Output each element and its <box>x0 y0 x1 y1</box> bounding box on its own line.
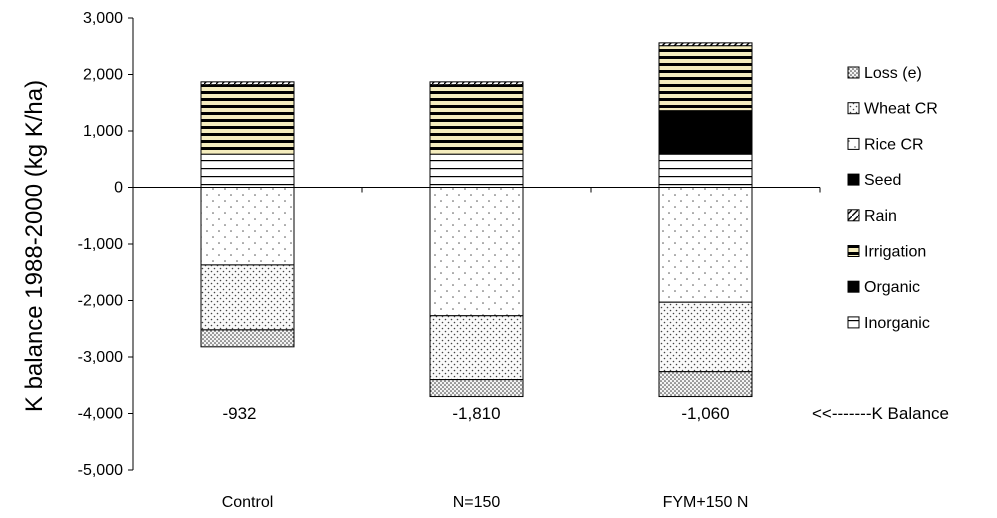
balance-labels: -932 -1,810 -1,060 <box>222 404 729 423</box>
bar-segment <box>429 315 524 381</box>
category-labels: Control N=150 FYM+150 N <box>222 494 749 511</box>
y-tick-label: -4,000 <box>78 406 123 423</box>
bar-segment <box>200 81 295 86</box>
y-axis-label: K balance 1988-2000 (kg K/ha) <box>21 80 48 412</box>
category-label: Control <box>222 494 274 511</box>
bar-segment <box>429 379 524 398</box>
bar-segment <box>429 187 524 317</box>
legend-swatch <box>847 280 860 293</box>
y-tick-label: 1,000 <box>83 123 123 140</box>
legend-label: Inorganic <box>864 315 930 332</box>
bar-segment <box>429 153 524 188</box>
balance-value: -932 <box>222 404 256 423</box>
axes: 3,000 2,000 1,000 0 -1,000 -2,000 -3,000 -4,000… <box>78 10 821 479</box>
balance-value: -1,810 <box>452 404 500 423</box>
bar-segment <box>658 301 753 373</box>
bar-segment <box>658 371 753 398</box>
y-tick-label: 0 <box>114 180 123 197</box>
legend-label: Organic <box>864 279 920 296</box>
bar-segment <box>658 187 753 303</box>
bar-segment <box>200 84 295 155</box>
bar-segment <box>658 42 753 47</box>
y-tick-label: -2,000 <box>78 293 123 310</box>
category-label: N=150 <box>453 494 501 511</box>
legend-label: Seed <box>864 172 901 189</box>
balance-value: -1,060 <box>681 404 729 423</box>
category-label: FYM+150 N <box>663 494 749 511</box>
y-tick-label: -1,000 <box>78 236 123 253</box>
legend: Loss (e) Wheat CR Rice CR Seed Rain Irrigatio… <box>847 65 938 332</box>
legend-label: Irrigation <box>864 244 926 261</box>
legend-swatch <box>847 245 860 257</box>
legend-swatch <box>847 209 860 222</box>
y-tick-label: -5,000 <box>78 462 123 479</box>
bar-segment <box>429 84 524 155</box>
legend-label: Rice CR <box>864 136 924 153</box>
bar-segment <box>200 264 295 331</box>
legend-label: Wheat CR <box>864 101 938 118</box>
legend-swatch <box>847 173 860 186</box>
legend-label: Loss (e) <box>864 65 922 82</box>
y-tick-label: 2,000 <box>83 67 123 84</box>
bar-segment <box>200 329 295 348</box>
bar-segment <box>658 45 753 112</box>
bar-segment <box>200 153 295 188</box>
legend-swatch <box>847 102 860 115</box>
bar-segment <box>200 187 295 266</box>
legend-swatch <box>847 66 860 79</box>
legend-label: Rain <box>864 208 897 225</box>
y-tick-label: -3,000 <box>78 349 123 366</box>
legend-swatch <box>847 316 860 329</box>
y-tick-label: 3,000 <box>83 10 123 27</box>
bars <box>200 42 753 398</box>
bar-segment <box>429 81 524 86</box>
bar-segment <box>658 153 753 188</box>
bar-segment <box>658 110 753 155</box>
balance-label: <<-------K Balance <box>812 404 949 423</box>
legend-swatch <box>847 137 860 150</box>
